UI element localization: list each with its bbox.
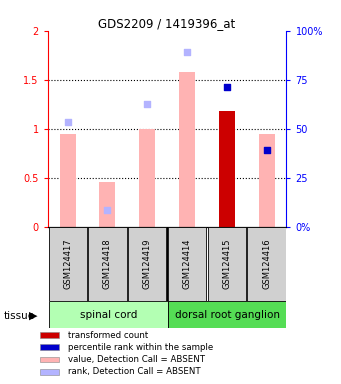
Text: ▶: ▶ <box>29 311 38 321</box>
Bar <box>48 227 87 301</box>
Point <box>105 207 110 213</box>
Text: GSM124419: GSM124419 <box>143 239 152 289</box>
Point <box>264 147 269 153</box>
Bar <box>219 111 235 227</box>
Text: tissue: tissue <box>3 311 34 321</box>
Bar <box>40 344 59 350</box>
Bar <box>40 332 59 338</box>
Bar <box>48 301 168 328</box>
Text: percentile rank within the sample: percentile rank within the sample <box>68 343 213 352</box>
Text: spinal cord: spinal cord <box>79 310 137 320</box>
Bar <box>139 129 155 227</box>
Title: GDS2209 / 1419396_at: GDS2209 / 1419396_at <box>99 17 236 30</box>
Bar <box>168 227 206 301</box>
Bar <box>100 182 115 227</box>
Text: transformed count: transformed count <box>68 331 148 339</box>
Text: GSM124415: GSM124415 <box>222 239 231 289</box>
Text: value, Detection Call = ABSENT: value, Detection Call = ABSENT <box>68 355 205 364</box>
Bar <box>128 227 166 301</box>
Text: rank, Detection Call = ABSENT: rank, Detection Call = ABSENT <box>68 367 201 376</box>
Bar <box>179 72 195 227</box>
Point <box>184 49 190 55</box>
Text: dorsal root ganglion: dorsal root ganglion <box>175 310 280 320</box>
Point <box>145 101 150 107</box>
Text: GSM124416: GSM124416 <box>262 239 271 289</box>
Text: GSM124414: GSM124414 <box>182 239 192 289</box>
Point <box>65 119 70 125</box>
Bar <box>248 227 286 301</box>
Bar <box>208 227 246 301</box>
Point <box>224 83 229 89</box>
Text: GSM124417: GSM124417 <box>63 239 72 289</box>
Bar <box>88 227 127 301</box>
Bar <box>40 369 59 374</box>
Bar <box>258 134 275 227</box>
Bar <box>40 357 59 362</box>
Text: GSM124418: GSM124418 <box>103 239 112 289</box>
Bar <box>60 134 76 227</box>
Bar <box>168 301 287 328</box>
